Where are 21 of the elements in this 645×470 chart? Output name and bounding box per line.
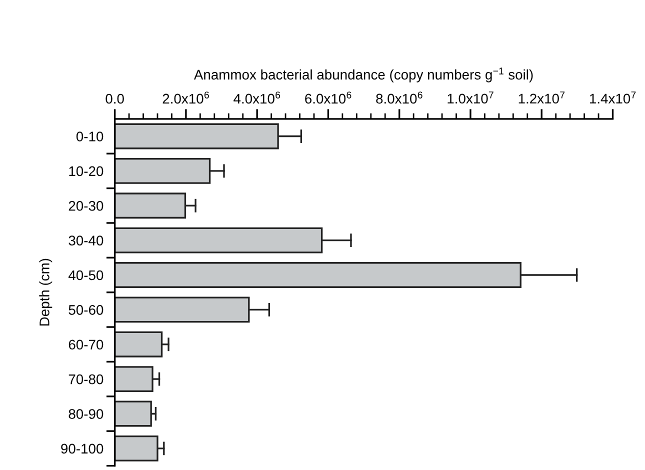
x-tick-label: 6.0x10$^{6}$: [305, 92, 352, 104]
x-tick-label: 1.4x10$^{7}$: [590, 92, 636, 104]
y-tick-label: 30-40: [68, 236, 104, 246]
x-tick-label: 4.0x10$^{6}$: [234, 92, 280, 104]
y-axis-title: Depth (cm): [39, 258, 52, 326]
x-tick-label: 8.0x10$^{6}$: [376, 92, 422, 104]
y-tick-label: 60-70: [68, 340, 104, 350]
y-tick-label: 0-10: [76, 132, 104, 142]
x-tick-label: 1.0x10$^{7}$: [448, 92, 494, 104]
x-tick-label: 1.2x10$^{7}$: [518, 92, 565, 104]
y-tick-label: 70-80: [68, 374, 104, 384]
x-tick-label: 2.0x10$^{6}$: [162, 92, 209, 104]
y-tick-label: 20-30: [68, 200, 104, 211]
y-tick-label: 50-60: [68, 305, 104, 315]
y-tick-label: 80-90: [68, 409, 104, 419]
bar: [114, 400, 152, 427]
y-tick-label: 40-50: [68, 270, 104, 280]
x-tick-label: 0.0: [106, 94, 124, 104]
x-axis-title: Anammox bacterial abundance (copy numbers g$^{−1}$ soil): [194, 68, 533, 82]
y-tick-label: 10-20: [69, 166, 104, 176]
y-tick-label: 90-100: [61, 444, 104, 454]
